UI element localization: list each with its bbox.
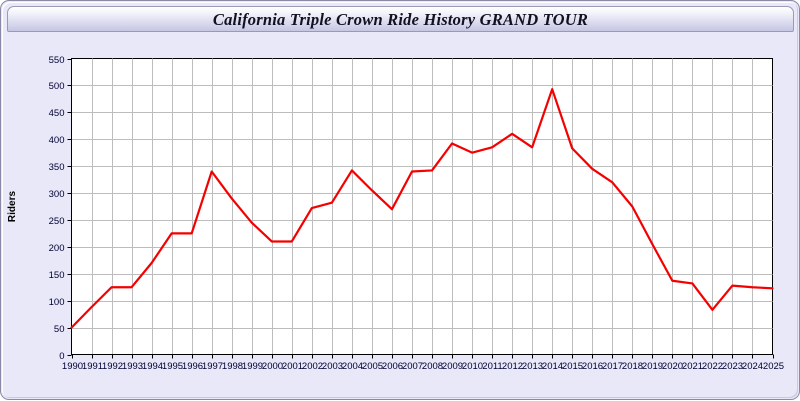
y-axis-tick-label: 400 [49, 135, 65, 146]
data-series-riders [70, 88, 774, 329]
x-axis-tick-label: 2023 [722, 361, 743, 372]
y-axis-title: Riders [7, 191, 18, 223]
x-axis-tick-label: 2024 [742, 361, 763, 372]
x-axis-tick-label: 2005 [362, 361, 383, 372]
x-axis-tick-label: 1991 [82, 361, 103, 372]
x-axis-tick-label: 2009 [442, 361, 463, 372]
y-axis-tick-label: 300 [49, 189, 65, 200]
x-axis-tick-label: 1998 [222, 361, 243, 372]
x-axis-tick-label: 1994 [142, 361, 163, 372]
x-axis-tick-label: 2011 [482, 361, 502, 372]
x-axis-tick-label: 2010 [462, 361, 483, 372]
x-axis-tick-label: 2021 [682, 361, 703, 372]
x-axis-tick-label: 2017 [602, 361, 623, 372]
x-axis-tick-label: 2013 [522, 361, 543, 372]
y-axis-tick-label: 50 [54, 324, 65, 335]
x-axis-tick-label: 2002 [302, 361, 323, 372]
x-axis-tick-label: 2012 [502, 361, 523, 372]
x-axis-tick-label: 1997 [202, 361, 223, 372]
y-axis-tick-label: 500 [49, 81, 65, 92]
x-axis-tick-label: 2025 [763, 361, 784, 372]
x-axis-tick-label: 2015 [562, 361, 583, 372]
x-axis-tick-label: 1992 [102, 361, 123, 372]
x-axis-tick-label: 2018 [622, 361, 643, 372]
x-axis-tick-label: 2019 [642, 361, 663, 372]
x-axis-tick-label: 2022 [702, 361, 723, 372]
x-axis-tick-label: 2014 [542, 361, 563, 372]
x-axis-tick-label: 1999 [242, 361, 263, 372]
y-axis-tick-label: 0 [59, 351, 64, 362]
y-axis-tick-label: 550 [49, 55, 65, 66]
x-axis-tick-label: 1990 [62, 361, 83, 372]
x-axis-tick-label: 2007 [402, 361, 423, 372]
x-axis-tick-label: 2001 [282, 361, 303, 372]
x-axis-tick-label: 2006 [382, 361, 403, 372]
page-title: California Triple Crown Ride History GRA… [212, 10, 589, 29]
x-axis-tick-label: 1993 [122, 361, 143, 372]
x-axis-tick-label: 2004 [342, 361, 363, 372]
x-axis-tick-label: 2016 [582, 361, 603, 372]
y-axis-tick-label: 250 [49, 216, 65, 227]
x-axis-tick-label: 1995 [162, 361, 183, 372]
x-axis-tick-label: 2008 [422, 361, 443, 372]
y-axis-tick-label: 350 [49, 162, 65, 173]
y-axis-tick-label: 200 [49, 243, 65, 254]
x-axis-tick-label: 1996 [182, 361, 203, 372]
chart-title-bar: California Triple Crown Ride History GRA… [7, 6, 794, 32]
x-axis-tick-label: 2003 [322, 361, 343, 372]
x-axis-tick-label: 2020 [662, 361, 683, 372]
plot-area [71, 58, 773, 355]
y-axis-tick-label: 150 [49, 270, 65, 281]
x-axis-tick-label: 2000 [262, 361, 283, 372]
y-axis-tick-label: 100 [49, 297, 65, 308]
y-axis-tick-label: 450 [49, 108, 65, 119]
